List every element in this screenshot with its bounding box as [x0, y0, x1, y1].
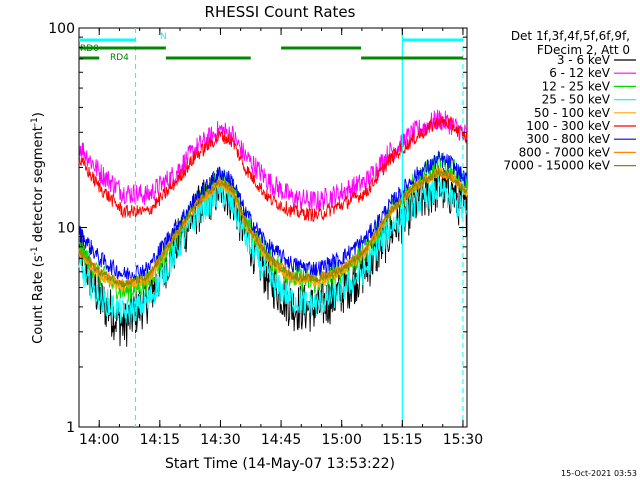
legend-label-2: 12 - 25 keV — [542, 79, 611, 93]
flag-label-rd4: RD4 — [110, 53, 129, 63]
chart-title: RHESSI Count Rates — [205, 3, 356, 21]
legend-label-3: 25 - 50 keV — [542, 93, 611, 107]
y-tick-label-2: 100 — [48, 21, 75, 37]
legend-label-0: 3 - 6 keV — [557, 53, 611, 67]
x-tick-label-4: 15:00 — [322, 432, 362, 448]
legend-label-1: 6 - 12 keV — [549, 66, 611, 80]
legend-label-4: 50 - 100 keV — [534, 106, 611, 120]
legend-label-5: 100 - 300 keV — [526, 119, 610, 133]
x-tick-label-2: 14:30 — [200, 432, 240, 448]
flag-label-n: N — [160, 32, 167, 42]
legend: Det 1f,3f,4f,5f,6f,9f, FDecim 2, Att 0 3… — [503, 29, 636, 173]
x-tick-label-3: 14:45 — [261, 432, 301, 448]
legend-label-7: 800 - 7000 keV — [519, 145, 611, 159]
legend-header-line-1: Det 1f,3f,4f,5f,6f,9f, — [511, 29, 630, 43]
flag-label-rd0: RD0 — [80, 44, 99, 54]
axis-ticks: 14:00 14:15 14:30 14:45 15:00 15:15 15:30 1 10 10… — [48, 21, 483, 448]
y-tick-label-0: 1 — [66, 420, 75, 436]
x-tick-label-5: 15:15 — [382, 432, 422, 448]
legend-header-line-2: FDecim 2, Att 0 — [537, 43, 630, 57]
series-layer — [78, 28, 468, 427]
x-tick-label-0: 14:00 — [79, 432, 119, 448]
flag-layer: N RD0 RD4 — [79, 32, 463, 63]
y-tick-label-1: 10 — [57, 221, 75, 237]
x-tick-label-1: 14:15 — [140, 432, 180, 448]
legend-label-8: 7000 - 15000 keV — [503, 159, 610, 173]
x-tick-label-6: 15:30 — [443, 432, 483, 448]
footer-timestamp: 15-Oct-2021 03:53 — [561, 469, 637, 478]
legend-label-6: 300 - 800 keV — [526, 132, 610, 146]
x-axis-label: Start Time (14-May-07 13:53:22) — [165, 456, 395, 472]
y-axis-label: Count Rate (s-1 detector segment-1) — [30, 112, 46, 344]
